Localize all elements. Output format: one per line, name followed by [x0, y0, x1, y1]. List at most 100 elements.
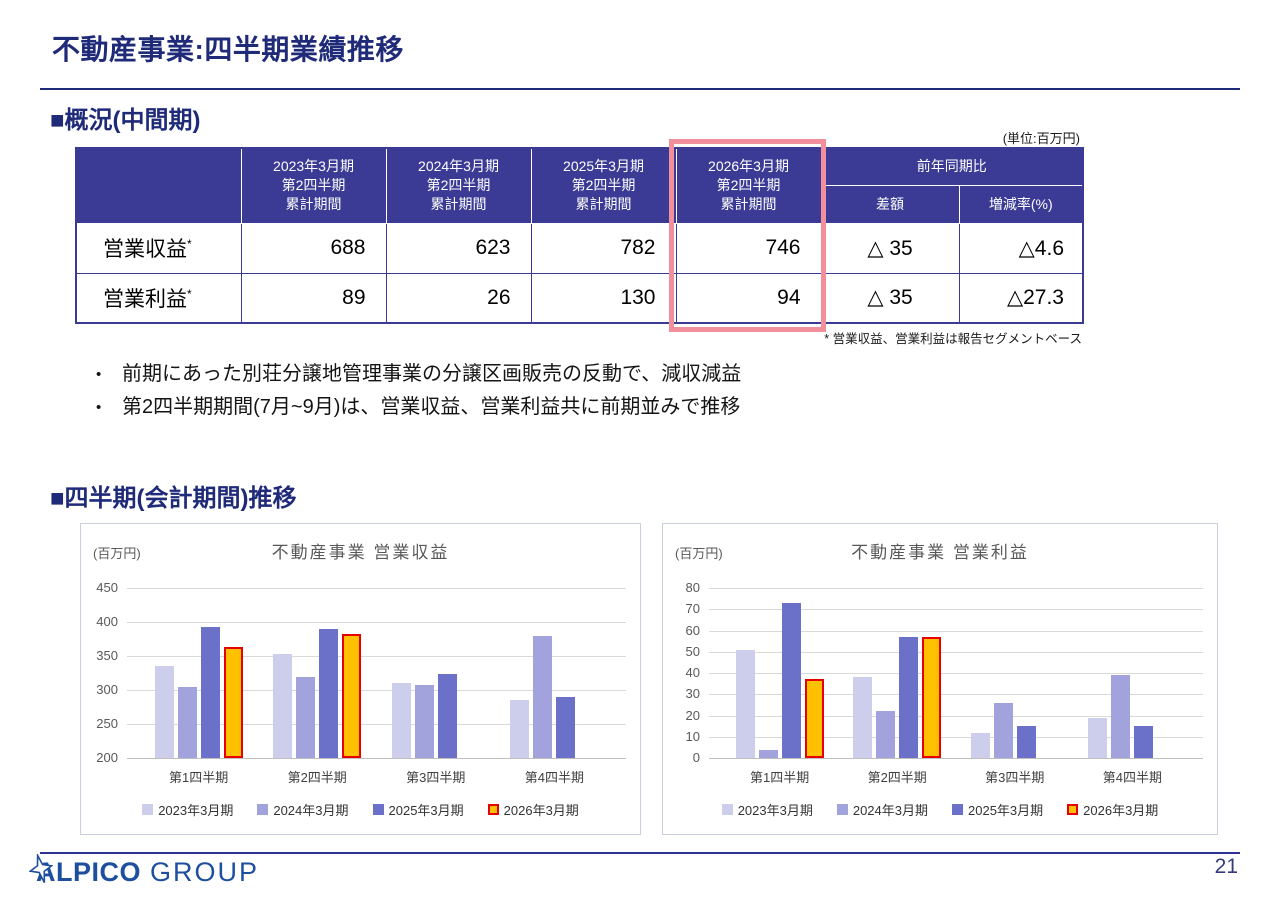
bullet-item: • 前期にあった別荘分譲地管理事業の分譲区画販売の反動で、減収減益 — [96, 358, 741, 391]
revenue-2025: 782 — [530, 222, 677, 274]
bar-group — [152, 588, 246, 758]
bar-slot — [757, 588, 780, 758]
legend-label: 2025年3月期 — [968, 803, 1044, 818]
gridline — [127, 622, 626, 623]
asterisk-note: * — [187, 286, 192, 301]
legend: 2023年3月期 2024年3月期 2025年3月期 2026年3月期 — [663, 800, 1217, 819]
bar — [993, 702, 1013, 758]
table-corner-cell — [75, 147, 242, 224]
bar — [758, 749, 778, 758]
bar — [273, 653, 293, 758]
chart-unit-label: (百万円) — [675, 546, 723, 561]
bar-slot — [803, 588, 826, 758]
bar-slot — [459, 588, 482, 758]
bar — [296, 677, 316, 758]
unit-label: (単位:百万円) — [1002, 131, 1080, 146]
bar — [853, 677, 873, 758]
profit-2024: 26 — [385, 272, 532, 324]
legend-item: 2026年3月期 — [1067, 800, 1158, 819]
col-header-2026: 2026年3月期 第2四半期 累計期間 — [675, 147, 822, 224]
gridline — [709, 758, 1203, 759]
chart-unit-label: (百万円) — [93, 546, 141, 561]
bullet-text: 第2四半期期間(7月~9月)は、営業収益、営業利益共に前期並みで推移 — [122, 396, 741, 418]
bar — [970, 732, 990, 758]
y-axis-label: 200 — [96, 750, 118, 765]
revenue-2024: 623 — [385, 222, 532, 274]
bar — [223, 647, 243, 758]
title-divider — [40, 88, 1240, 90]
y-axis-label: 50 — [685, 643, 700, 659]
legend-swatch — [257, 804, 269, 815]
bar-slot — [734, 588, 757, 758]
table-footnote: * 営業収益、営業利益は報告セグメントベース — [824, 332, 1082, 346]
chart-title: 不動産事業 営業利益 — [851, 543, 1029, 562]
bar — [177, 687, 197, 758]
legend-item: 2024年3月期 — [836, 800, 928, 819]
revenue-2023: 688 — [240, 222, 387, 274]
plot-area — [127, 588, 626, 758]
y-axis-label: 450 — [96, 580, 118, 595]
legend-label: 2024年3月期 — [852, 803, 928, 818]
bar — [510, 699, 530, 758]
legend-swatch — [1067, 804, 1079, 815]
bar-slot — [199, 588, 222, 758]
x-axis: 第1四半期 第2四半期 第3四半期 第4四半期 — [709, 767, 1203, 786]
bar-slot — [271, 588, 294, 758]
bar-slot — [508, 588, 531, 758]
plot-area — [709, 588, 1203, 758]
bar-group — [1085, 588, 1179, 758]
profit-2026: 94 — [675, 272, 822, 324]
bar — [1016, 726, 1036, 758]
x-axis-label: 第2四半期 — [287, 770, 347, 785]
y-axis-label: 350 — [96, 648, 118, 663]
y-axis-label: 10 — [685, 728, 700, 744]
x-axis-label: 第4四半期 — [524, 770, 584, 785]
legend-item: 2023年3月期 — [142, 800, 233, 819]
gridline — [709, 588, 1203, 589]
bullet-icon: • — [96, 399, 102, 416]
gridline — [709, 630, 1203, 632]
bar-slot — [780, 588, 803, 758]
legend-label: 2025年3月期 — [388, 803, 464, 818]
bar — [922, 636, 942, 758]
revenue-rate: △4.6 — [958, 222, 1084, 274]
bar-slot — [317, 588, 340, 758]
y-axis-label: 400 — [96, 614, 118, 629]
bar-slot — [554, 588, 577, 758]
table-row-profit: 営業利益* 89 26 130 94 △ 35 △27.3 — [75, 272, 1084, 324]
col-header-2023: 2023年3月期 第2四半期 累計期間 — [240, 147, 387, 224]
alpico-group-logo: ALPICO GROUP — [29, 854, 259, 888]
legend-item: 2023年3月期 — [721, 800, 813, 819]
bar — [319, 629, 339, 758]
bar — [437, 673, 457, 758]
bar — [391, 682, 411, 758]
gridline — [127, 656, 626, 657]
gridline — [709, 694, 1203, 696]
legend-swatch — [372, 804, 384, 815]
bar-slot — [577, 588, 600, 758]
x-axis-label: 第1四半期 — [168, 770, 229, 785]
bar-group — [733, 588, 827, 758]
bar-slot — [176, 588, 199, 758]
legend-swatch — [836, 804, 848, 815]
legend-swatch — [721, 804, 733, 815]
bar-slot — [874, 588, 897, 758]
gridline — [709, 736, 1203, 738]
bar — [735, 649, 755, 758]
col-header-yoy: 前年同期比 — [820, 147, 1084, 186]
revenue-diff: △ 35 — [820, 222, 960, 274]
profit-2023: 89 — [240, 272, 387, 324]
legend-label: 2023年3月期 — [737, 803, 813, 818]
bar-slot — [390, 588, 413, 758]
bar — [414, 684, 434, 758]
gridline — [127, 690, 626, 691]
col-header-diff: 差額 — [820, 184, 960, 224]
profit-2025: 130 — [530, 272, 677, 324]
gridline — [709, 609, 1203, 611]
logo-alpico-text: ALPICO — [29, 854, 141, 888]
y-axis-label: 60 — [685, 622, 700, 638]
bar — [342, 633, 362, 758]
bar-slot — [1015, 588, 1038, 758]
y-axis-label: 30 — [685, 686, 700, 702]
bar-slot — [413, 588, 436, 758]
